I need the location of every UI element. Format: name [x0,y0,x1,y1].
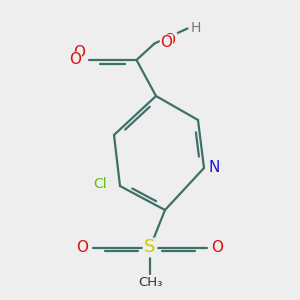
Text: N: N [208,160,221,175]
Text: S: S [143,238,157,256]
Text: H: H [190,20,202,34]
Text: O: O [76,240,88,255]
Text: O: O [73,45,85,60]
Text: N: N [208,160,220,175]
Text: O: O [212,240,224,255]
Text: Cl: Cl [92,179,106,193]
Text: CH₃: CH₃ [138,275,162,289]
Text: H: H [190,22,201,35]
Text: O: O [76,240,88,255]
Text: Cl: Cl [93,179,106,193]
Text: Cl: Cl [93,178,106,191]
Text: O: O [164,33,175,48]
Text: H: H [190,20,201,34]
Text: O: O [69,52,81,68]
Text: CH₃: CH₃ [137,275,163,289]
Text: O: O [212,240,224,255]
Text: O: O [164,33,176,48]
Text: O: O [160,35,172,50]
Text: S: S [144,238,156,256]
Text: O: O [74,45,86,60]
